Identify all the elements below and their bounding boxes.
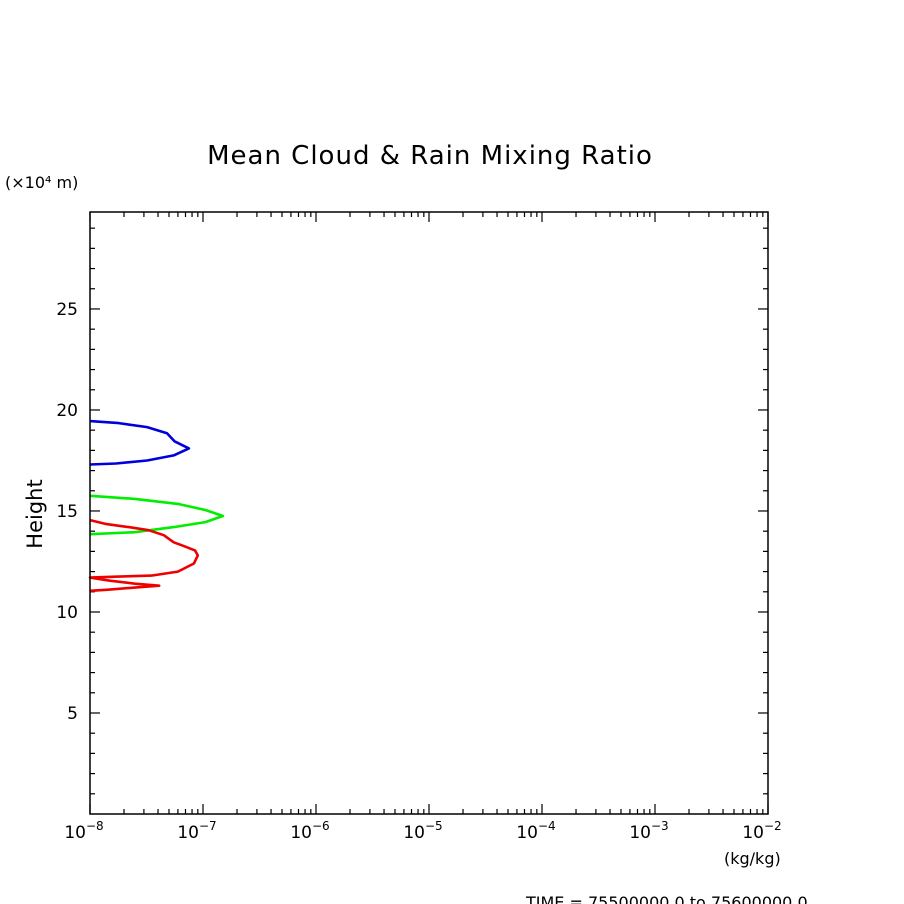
y-tick-label: 15	[56, 502, 78, 522]
x-tick-label: 10−6	[290, 819, 329, 843]
x-axis-unit: (kg/kg)	[724, 849, 781, 868]
series-line-2	[89, 494, 225, 536]
series-lines	[88, 419, 225, 593]
chart-title: Mean Cloud & Rain Mixing Ratio	[207, 141, 653, 171]
x-tick-label: 10−8	[64, 819, 103, 843]
y-tick-label: 10	[56, 603, 78, 623]
series-line-3	[88, 518, 200, 593]
plot-frame	[89, 211, 769, 815]
y-axis-unit: (×10⁴ m)	[5, 173, 78, 192]
x-tick-label: 10−7	[177, 819, 216, 843]
y-axis-label: Height	[23, 479, 47, 548]
axis-ticks: 5 10 15 20 25 10−8 10−7 10−6 10−5 10−4 10−3 10−2	[56, 212, 782, 843]
x-tick-label: 10−3	[629, 819, 668, 843]
time-range-footer: TIME = 75500000.0 to 75600000.0	[525, 893, 808, 904]
x-tick-label: 10−2	[742, 819, 781, 843]
y-tick-label: 20	[56, 401, 78, 421]
x-tick-label: 10−5	[403, 819, 442, 843]
x-tick-label: 10−4	[516, 819, 555, 843]
y-tick-label: 25	[56, 300, 78, 320]
series-line-1	[89, 419, 191, 466]
y-tick-label: 5	[67, 704, 78, 724]
